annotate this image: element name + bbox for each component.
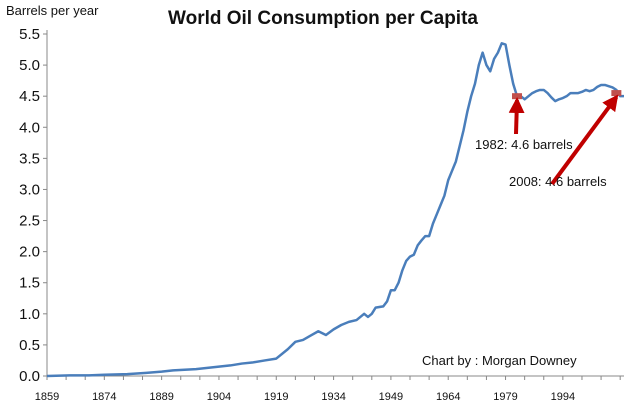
y-tick-label: 3.0 — [19, 181, 40, 198]
x-tick-label: 1964 — [436, 391, 460, 403]
x-tick-label: 1874 — [92, 391, 116, 403]
y-tick-label: 3.5 — [19, 150, 40, 167]
y-axis-ticks: 0.0 0.5 1.0 1.5 2.0 2.5 3.0 3.5 4.0 4.5 5.0 5.5 — [19, 26, 47, 385]
y-tick-label: 1.5 — [19, 275, 40, 292]
x-tick-label: 1979 — [493, 391, 517, 403]
x-tick-label: 1859 — [35, 391, 59, 403]
y-tick-label: 5.5 — [19, 26, 40, 43]
y-tick-label: 2.0 — [19, 244, 40, 261]
y-tick-label: 4.5 — [19, 88, 40, 105]
axes — [46, 30, 624, 377]
y-tick-label: 1.0 — [19, 306, 40, 323]
x-axis-ticks: 1859 1874 1889 1904 1919 1934 1949 1964 1979 1994 — [35, 376, 621, 403]
series-line — [46, 42, 624, 378]
annotations-group: 1982: 4.6 barrels 2008: 4.6 barrels — [475, 94, 619, 189]
x-tick-label: 1919 — [264, 391, 288, 403]
x-tick-label: 1994 — [551, 391, 575, 403]
x-tick-label: 1889 — [149, 391, 173, 403]
y-axis-label: Barrels per year — [6, 3, 99, 18]
x-tick-label: 1949 — [379, 391, 403, 403]
y-tick-label: 4.0 — [19, 119, 40, 136]
y-tick-label: 0.5 — [19, 337, 40, 354]
y-tick-label: 5.0 — [19, 57, 40, 74]
x-tick-label: 1934 — [321, 391, 345, 403]
annotation-arrow — [550, 94, 619, 186]
markers-group — [512, 90, 622, 100]
annotation-label: 1982: 4.6 barrels — [475, 137, 573, 152]
annotation-label: 2008: 4.6 barrels — [509, 174, 607, 189]
data-point-marker — [512, 93, 523, 100]
series-group — [46, 42, 624, 378]
annotation-arrow — [508, 96, 525, 135]
y-tick-label: 2.5 — [19, 213, 40, 230]
x-tick-label: 1904 — [207, 391, 231, 403]
data-point-marker — [611, 90, 622, 97]
chart-credit: Chart by : Morgan Downey — [422, 353, 577, 368]
y-tick-label: 0.0 — [19, 368, 40, 385]
chart-title: World Oil Consumption per Capita — [168, 8, 478, 29]
